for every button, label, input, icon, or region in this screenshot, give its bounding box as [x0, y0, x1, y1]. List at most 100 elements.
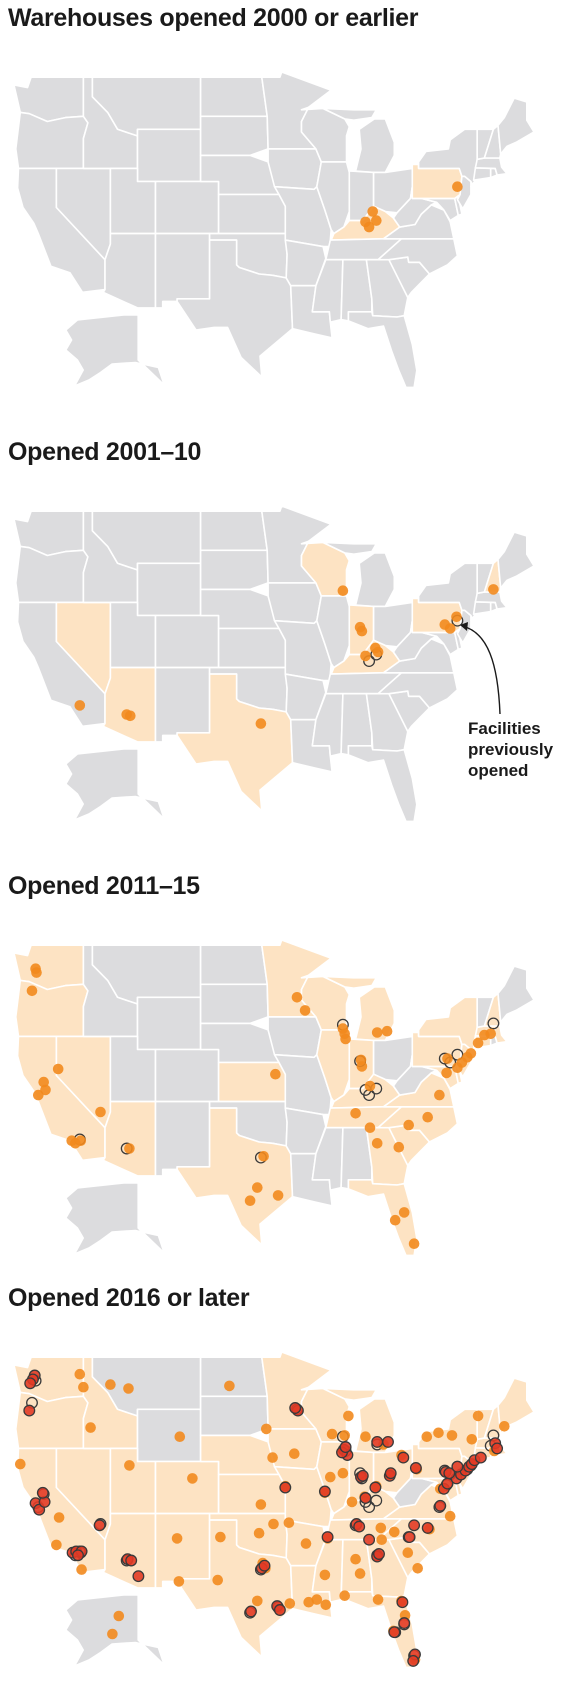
states-layer: [13, 71, 535, 389]
annotation-facilities-previously-opened: Facilities previously opened: [468, 718, 553, 781]
facility-new-dot: [326, 1428, 338, 1440]
state-mi: [322, 541, 378, 555]
state-co: [154, 180, 220, 235]
panel-title: Opened 2001–10: [8, 438, 202, 466]
facility-new-dot: [360, 1431, 371, 1442]
state-mi: [322, 975, 378, 989]
facility-new-dot: [261, 1423, 272, 1435]
facility-new-dot: [409, 1462, 422, 1474]
facility-new-dot: [346, 1496, 358, 1508]
facility-new-dot: [319, 1569, 331, 1581]
facility-new-dot: [452, 181, 463, 192]
facility-new-dot: [273, 1604, 286, 1616]
facility-new-dot: [123, 1383, 134, 1394]
facility-new-dot: [371, 215, 382, 226]
facility-new-dot: [24, 1377, 37, 1390]
facility-new-dot: [258, 1559, 271, 1572]
state-me: [497, 97, 535, 155]
state-pa: [411, 163, 463, 200]
facility-new-dot: [398, 1207, 410, 1218]
state-ms: [311, 692, 344, 758]
facility-new-dot: [72, 1549, 84, 1562]
facility-new-dot: [339, 1590, 351, 1601]
facility-new-dot: [434, 1089, 445, 1101]
facility-new-dot: [444, 1510, 456, 1522]
facility-new-dot: [381, 1025, 393, 1037]
facility-new-dot: [472, 1410, 484, 1422]
facility-new-dot: [356, 1469, 369, 1482]
facility-new-dot: [389, 1214, 401, 1226]
facility-new-dot: [320, 1599, 332, 1611]
facility-new-dot: [337, 1023, 349, 1034]
facility-new-dot: [343, 1410, 354, 1422]
state-nm: [154, 1100, 211, 1177]
state-wy: [136, 996, 202, 1051]
annotation-line: opened: [468, 761, 529, 780]
facility-new-dot: [85, 1422, 96, 1433]
facility-new-dot: [367, 206, 379, 217]
facility-new-dot: [360, 650, 371, 662]
panel-2000-or-earlier: Warehouses opened 2000 or earlier: [0, 0, 572, 402]
state-or: [15, 111, 89, 170]
state-fl: [347, 744, 418, 823]
facility-new-dot: [53, 1512, 65, 1523]
facility-new-dot: [444, 623, 456, 634]
facility-new-dot: [382, 1435, 394, 1448]
facility-new-dot: [372, 646, 384, 658]
facility-new-dot: [253, 1527, 265, 1539]
state-ak: [65, 314, 165, 387]
facility-new-dot: [375, 1522, 387, 1534]
facility-new-dot: [354, 1568, 366, 1579]
facility-new-dot: [212, 1574, 223, 1586]
facility-new-dot: [258, 1151, 269, 1162]
facility-new-dot: [33, 1089, 44, 1101]
facility-new-dot: [363, 1533, 376, 1546]
facility-new-dot: [26, 985, 38, 997]
facility-new-dot: [363, 221, 375, 233]
us-map-2016-or-later: [13, 1351, 535, 1669]
facility-new-dot: [244, 1195, 256, 1206]
facility-new-dot: [456, 1057, 468, 1068]
state-nd: [199, 510, 269, 552]
facility-new-dot: [105, 1379, 116, 1390]
facility-new-dot: [488, 584, 499, 595]
facility-new-dot: [384, 1467, 397, 1480]
facility-new-dot: [74, 700, 86, 711]
facility-new-dot: [350, 1108, 361, 1119]
state-fl: [347, 310, 418, 389]
state-nd: [199, 944, 269, 986]
facility-new-dot: [124, 1143, 135, 1154]
facility-new-dot: [433, 1427, 444, 1439]
state-fl: [347, 1178, 418, 1257]
facility-new-dot: [491, 1442, 504, 1455]
facility-new-dot: [373, 1548, 385, 1560]
state-az: [102, 1512, 157, 1589]
facility-new-dot: [173, 1576, 185, 1587]
facility-new-dot: [434, 1499, 447, 1512]
facility-previous-dot: [487, 1017, 500, 1030]
facility-new-dot: [272, 1190, 284, 1201]
facility-new-dot: [321, 1531, 334, 1544]
facility-new-dot: [364, 1080, 376, 1092]
facility-new-dot: [408, 1238, 420, 1249]
facility-new-dot: [356, 625, 368, 637]
state-az: [102, 1100, 157, 1177]
state-ia: [267, 582, 323, 625]
state-or: [15, 979, 89, 1038]
state-me: [497, 965, 535, 1023]
annotation-line: Facilities: [468, 719, 541, 738]
facility-new-dot: [372, 1594, 384, 1605]
facility-new-dot: [51, 1539, 62, 1551]
facility-new-dot: [388, 1626, 401, 1639]
facility-new-dot: [299, 1005, 311, 1016]
panel-title: Opened 2016 or later: [8, 1284, 250, 1312]
facility-new-dot: [289, 1402, 302, 1414]
facility-new-dot: [412, 1563, 424, 1574]
facility-new-dot: [466, 1434, 478, 1445]
state-ks: [217, 627, 287, 669]
facility-new-dot: [396, 1596, 409, 1609]
facility-new-dot: [421, 1521, 434, 1534]
us-map-2001-10: [13, 505, 535, 823]
facility-new-dot: [350, 1553, 361, 1565]
facility-new-dot: [499, 1421, 510, 1432]
